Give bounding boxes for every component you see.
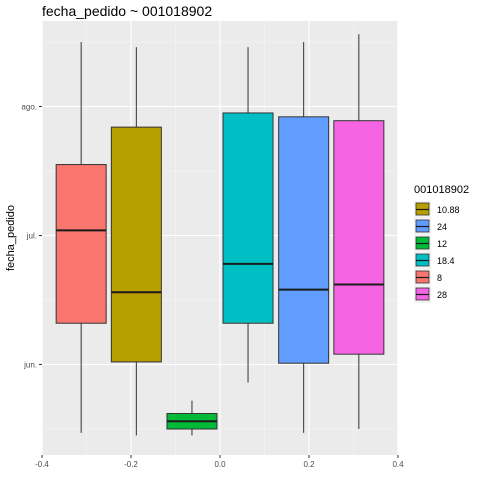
box-series-12 [166,400,218,436]
box-series-18.4 [222,47,274,383]
legend-item-12: 12 [414,235,447,252]
legend: 001018902 10.88 24 12 18.4 8 28 [414,184,469,303]
x-tick-label: 0.2 [303,460,315,469]
legend-item-28: 28 [414,286,447,303]
box-iqr [333,120,385,355]
box-series-28 [333,34,385,429]
box-series-8 [55,42,107,433]
chart-title: fecha_pedido ~ 001018902 [42,3,212,19]
y-axis: ago. jul. jun. [21,103,42,370]
legend-label: 24 [437,222,447,232]
y-tick-label: ago. [21,103,37,112]
legend-item-8: 8 [414,269,442,286]
x-tick-label: 0.0 [214,460,226,469]
legend-label: 8 [437,273,442,283]
x-tick-label: 0.4 [392,460,404,469]
x-tick-label: -0.4 [35,460,49,469]
box-iqr [55,164,107,324]
legend-item-10.88: 10.88 [414,201,460,218]
y-tick-label: jul. [26,232,37,241]
y-tick-label: jun. [23,361,37,370]
legend-item-24: 24 [414,218,447,235]
box-series-10.88 [110,47,162,436]
box-iqr [278,116,330,364]
y-axis-title: fecha_pedido [5,205,17,271]
legend-label: 12 [437,239,447,249]
box-iqr [222,112,274,324]
legend-label: 28 [437,290,447,300]
legend-title: 001018902 [414,184,469,196]
x-tick-label: -0.2 [124,460,138,469]
x-axis: -0.4 -0.2 0.0 0.2 0.4 [35,455,404,469]
box-iqr [110,126,162,363]
legend-item-18.4: 18.4 [414,252,455,269]
boxes [55,34,385,436]
legend-label: 10.88 [437,205,460,215]
box-series-24 [278,42,330,433]
legend-label: 18.4 [437,256,455,266]
